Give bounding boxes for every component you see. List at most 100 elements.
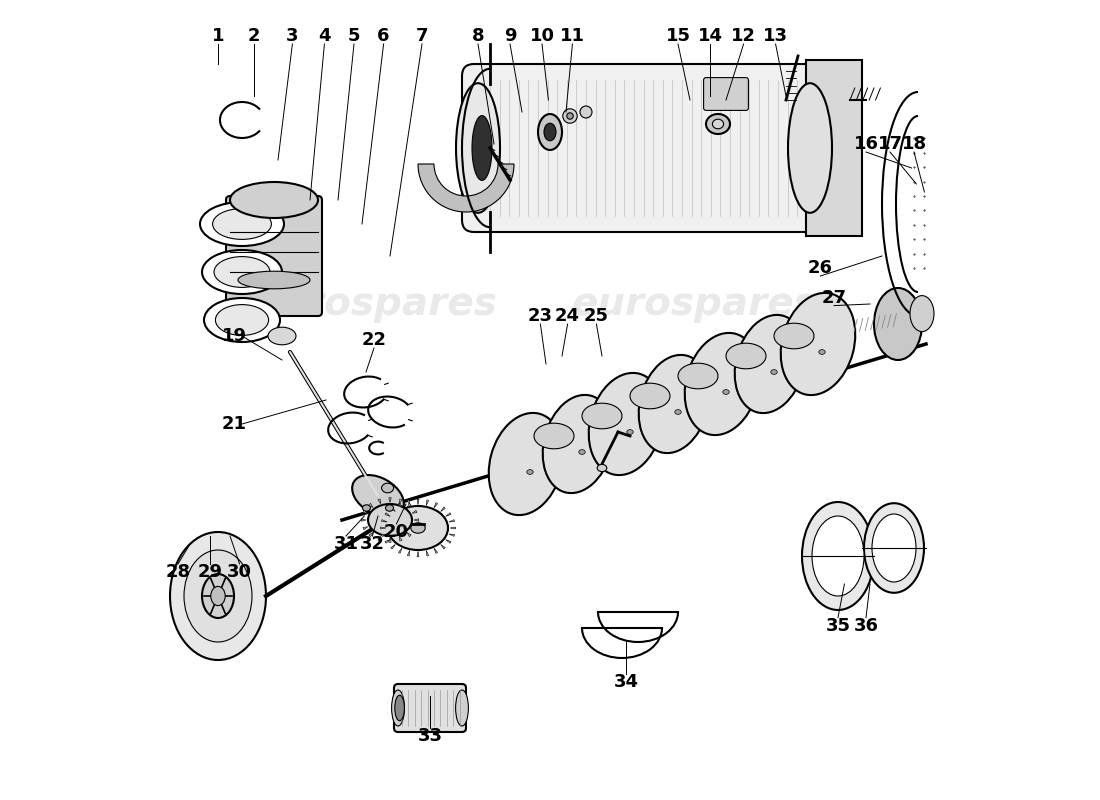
Wedge shape — [361, 518, 366, 522]
Text: 36: 36 — [854, 617, 879, 634]
Text: 28: 28 — [165, 563, 190, 581]
Ellipse shape — [488, 413, 563, 515]
Ellipse shape — [864, 503, 924, 593]
Wedge shape — [382, 534, 387, 536]
FancyBboxPatch shape — [226, 196, 322, 316]
Wedge shape — [450, 527, 455, 529]
Wedge shape — [407, 500, 409, 506]
Ellipse shape — [579, 450, 585, 454]
Ellipse shape — [538, 114, 562, 150]
Wedge shape — [407, 503, 411, 507]
Wedge shape — [407, 533, 411, 537]
Ellipse shape — [214, 257, 270, 287]
Ellipse shape — [910, 296, 934, 331]
Ellipse shape — [674, 410, 681, 414]
Wedge shape — [399, 536, 403, 541]
Text: 2: 2 — [248, 27, 261, 45]
Wedge shape — [388, 498, 392, 502]
Text: 25: 25 — [584, 307, 609, 325]
Ellipse shape — [455, 690, 469, 726]
Ellipse shape — [268, 327, 296, 345]
Wedge shape — [378, 499, 381, 504]
Ellipse shape — [388, 506, 448, 550]
Ellipse shape — [527, 470, 534, 474]
Ellipse shape — [713, 119, 724, 129]
Wedge shape — [378, 536, 381, 541]
Text: 4: 4 — [318, 27, 331, 45]
Ellipse shape — [544, 123, 556, 141]
Text: eurospares: eurospares — [251, 285, 497, 323]
Wedge shape — [368, 503, 373, 507]
Text: 26: 26 — [807, 259, 833, 277]
Ellipse shape — [639, 355, 710, 453]
Ellipse shape — [216, 305, 268, 335]
Wedge shape — [418, 164, 514, 212]
Ellipse shape — [723, 390, 729, 394]
Text: 18: 18 — [901, 135, 926, 153]
Wedge shape — [417, 499, 419, 505]
Text: 21: 21 — [221, 415, 246, 433]
Ellipse shape — [392, 690, 405, 726]
Wedge shape — [434, 502, 438, 508]
Text: 13: 13 — [763, 27, 788, 45]
Text: 19: 19 — [221, 327, 246, 345]
Ellipse shape — [204, 298, 280, 342]
Ellipse shape — [238, 271, 310, 289]
Text: 8: 8 — [472, 27, 484, 45]
Wedge shape — [427, 500, 429, 506]
Wedge shape — [390, 545, 395, 549]
Text: 11: 11 — [560, 27, 585, 45]
Wedge shape — [399, 499, 403, 504]
Ellipse shape — [410, 523, 426, 534]
Wedge shape — [414, 518, 419, 522]
Wedge shape — [368, 533, 373, 537]
Text: 32: 32 — [360, 535, 385, 553]
Ellipse shape — [385, 505, 394, 511]
Ellipse shape — [588, 373, 663, 475]
FancyBboxPatch shape — [462, 64, 822, 232]
Ellipse shape — [771, 370, 778, 374]
Ellipse shape — [582, 403, 621, 429]
Ellipse shape — [678, 363, 718, 389]
Wedge shape — [441, 545, 446, 549]
Ellipse shape — [212, 209, 272, 239]
Ellipse shape — [735, 315, 805, 413]
Text: 23: 23 — [528, 307, 553, 325]
Ellipse shape — [818, 350, 825, 354]
Ellipse shape — [542, 395, 614, 493]
Wedge shape — [363, 510, 367, 514]
Ellipse shape — [781, 293, 856, 395]
Wedge shape — [434, 548, 438, 554]
Text: eurospares: eurospares — [571, 285, 817, 323]
Ellipse shape — [395, 695, 405, 721]
Ellipse shape — [874, 288, 922, 360]
Ellipse shape — [472, 115, 492, 180]
Ellipse shape — [580, 106, 592, 118]
Ellipse shape — [230, 182, 318, 218]
Text: 17: 17 — [878, 135, 902, 153]
Text: 27: 27 — [822, 289, 847, 306]
Ellipse shape — [211, 586, 226, 606]
Ellipse shape — [534, 423, 574, 449]
Wedge shape — [449, 534, 454, 536]
Wedge shape — [446, 513, 451, 517]
Ellipse shape — [726, 343, 766, 369]
Text: 31: 31 — [333, 535, 359, 553]
Ellipse shape — [184, 550, 252, 642]
Wedge shape — [382, 520, 387, 522]
Wedge shape — [398, 548, 402, 554]
Text: 29: 29 — [198, 563, 222, 581]
Text: 16: 16 — [854, 135, 879, 153]
Text: 12: 12 — [732, 27, 756, 45]
Text: 20: 20 — [384, 523, 409, 541]
Text: 3: 3 — [286, 27, 298, 45]
Ellipse shape — [202, 250, 282, 294]
Wedge shape — [385, 513, 390, 517]
Wedge shape — [427, 550, 429, 556]
Wedge shape — [388, 538, 392, 542]
Wedge shape — [381, 527, 386, 529]
Text: 5: 5 — [348, 27, 361, 45]
Text: 6: 6 — [377, 27, 389, 45]
Wedge shape — [441, 507, 446, 511]
FancyBboxPatch shape — [704, 78, 748, 110]
